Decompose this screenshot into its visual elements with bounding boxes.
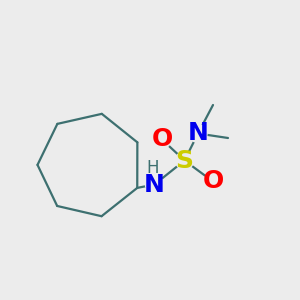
- Text: H: H: [147, 159, 159, 177]
- Text: S: S: [176, 148, 194, 172]
- Text: O: O: [152, 128, 172, 152]
- Text: N: N: [144, 172, 165, 197]
- Text: N: N: [188, 122, 208, 146]
- Circle shape: [189, 124, 207, 142]
- Circle shape: [146, 176, 164, 194]
- Circle shape: [153, 130, 171, 148]
- Circle shape: [204, 172, 222, 190]
- Circle shape: [176, 152, 194, 169]
- Text: O: O: [202, 169, 224, 194]
